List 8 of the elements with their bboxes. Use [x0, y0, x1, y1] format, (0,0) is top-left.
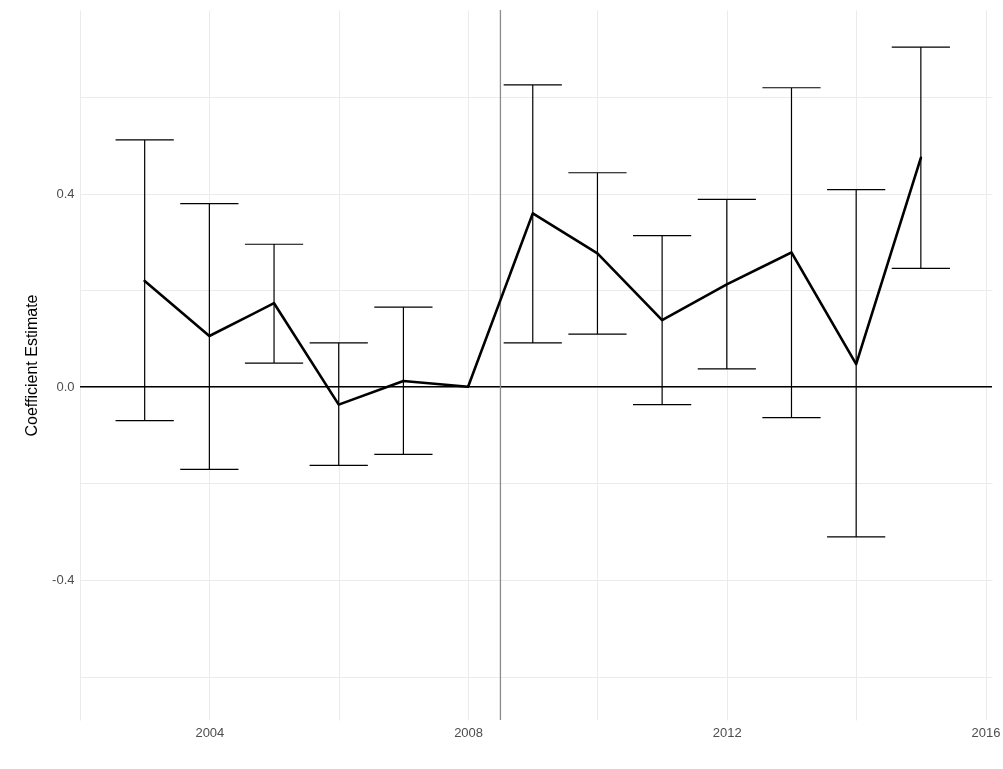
y-tick-label: 0.4 [56, 186, 75, 202]
x-tick-label: 2008 [454, 724, 484, 740]
y-tick-label: 0.0 [56, 379, 75, 395]
y-axis-title: Coefficient Estimate [23, 294, 41, 437]
x-tick-label: 2012 [712, 724, 742, 740]
x-tick-label: 2016 [971, 724, 1001, 740]
x-tick-label: 2004 [195, 724, 225, 740]
y-tick-label: -0.4 [52, 572, 75, 588]
